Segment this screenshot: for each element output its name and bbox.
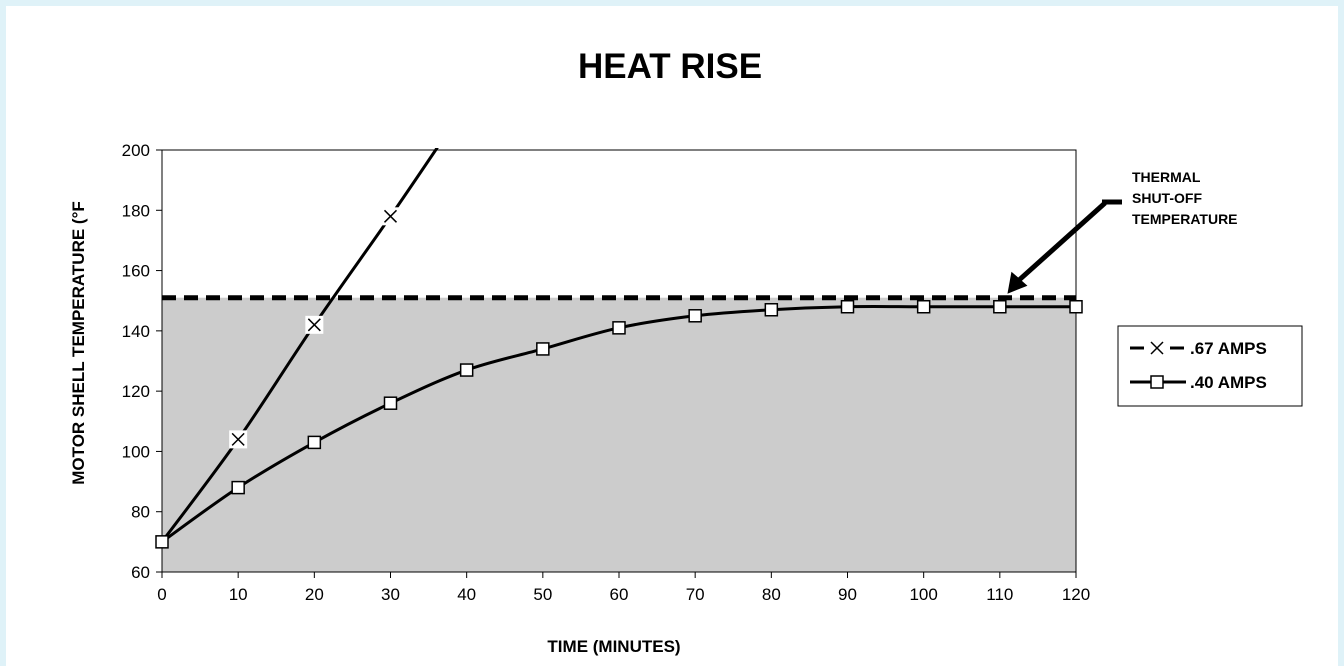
shutoff-annotation: THERMAL SHUT-OFF TEMPERATURE xyxy=(1007,169,1238,294)
arrow-head xyxy=(1007,271,1028,294)
series-marker-square xyxy=(993,299,1007,314)
y-tick-label: 120 xyxy=(122,382,150,401)
arrow-shaft xyxy=(1017,201,1107,282)
x-tick-label: 20 xyxy=(305,585,324,604)
x-tick-label: 90 xyxy=(838,585,857,604)
x-tick-label: 80 xyxy=(762,585,781,604)
x-tick-label: 120 xyxy=(1062,585,1090,604)
legend-label-1: .67 AMPS xyxy=(1190,339,1267,358)
series-marker-square xyxy=(383,396,398,410)
x-tick-label: 110 xyxy=(986,585,1013,604)
series-marker-x xyxy=(229,430,248,449)
series-marker-square xyxy=(688,309,702,323)
heat-rise-chart: HEAT RISE 60 80 100 120 140 160 180 200 0 10 20 30 4… xyxy=(69,47,1303,656)
series-marker-x xyxy=(381,207,400,226)
y-tick-label: 100 xyxy=(122,442,150,461)
y-tick-label: 200 xyxy=(122,141,150,160)
x-tick-label: 70 xyxy=(686,585,705,604)
series-marker-square xyxy=(612,321,626,335)
annotation-line-1: THERMAL xyxy=(1132,169,1201,185)
series-marker-square xyxy=(916,299,931,314)
plot-area: 60 80 100 120 140 160 180 200 0 10 20 30 40 50 60 70 80 9… xyxy=(122,141,1091,604)
y-tick-label: 80 xyxy=(131,503,150,522)
annotation-arrow xyxy=(1007,199,1122,294)
y-tick-label: 180 xyxy=(122,201,150,220)
plot-shaded-region xyxy=(162,297,1076,572)
series-marker-square xyxy=(764,303,779,317)
y-tick-label: 160 xyxy=(122,262,150,281)
chart-title: HEAT RISE xyxy=(578,47,762,86)
x-tick-label: 100 xyxy=(909,585,937,604)
x-tick-label: 60 xyxy=(610,585,629,604)
x-tick-label: 0 xyxy=(157,585,166,604)
series-marker-square xyxy=(1069,299,1083,314)
series-marker-square xyxy=(231,480,245,495)
x-tick-label: 40 xyxy=(457,585,476,604)
annotation-line-3: TEMPERATURE xyxy=(1132,211,1238,227)
legend-marker-square xyxy=(1150,375,1164,389)
series-marker-square xyxy=(307,435,322,450)
series-marker-square xyxy=(155,535,169,549)
series-marker-square xyxy=(536,342,550,356)
y-axis-label: MOTOR SHELL TEMPERATURE (°F xyxy=(69,201,88,485)
y-tick-label: 140 xyxy=(122,322,150,341)
series-marker-x xyxy=(305,315,324,334)
y-tick-label: 60 xyxy=(131,563,150,582)
annotation-line-2: SHUT-OFF xyxy=(1132,190,1202,206)
x-axis-label: TIME (MINUTES) xyxy=(547,637,680,656)
legend-box xyxy=(1117,325,1303,407)
series-marker-square xyxy=(840,299,855,314)
x-tick-label: 30 xyxy=(381,585,400,604)
legend-label-2: .40 AMPS xyxy=(1190,373,1267,392)
x-tick-label: 10 xyxy=(229,585,248,604)
legend: .67 AMPS .40 AMPS xyxy=(1117,325,1303,407)
x-tick-label: 50 xyxy=(533,585,552,604)
series-marker-square xyxy=(459,363,474,377)
chart-frame: HEAT RISE 60 80 100 120 140 160 180 200 0 10 20 30 4… xyxy=(6,6,1338,666)
legend-marker-x xyxy=(1149,340,1165,356)
